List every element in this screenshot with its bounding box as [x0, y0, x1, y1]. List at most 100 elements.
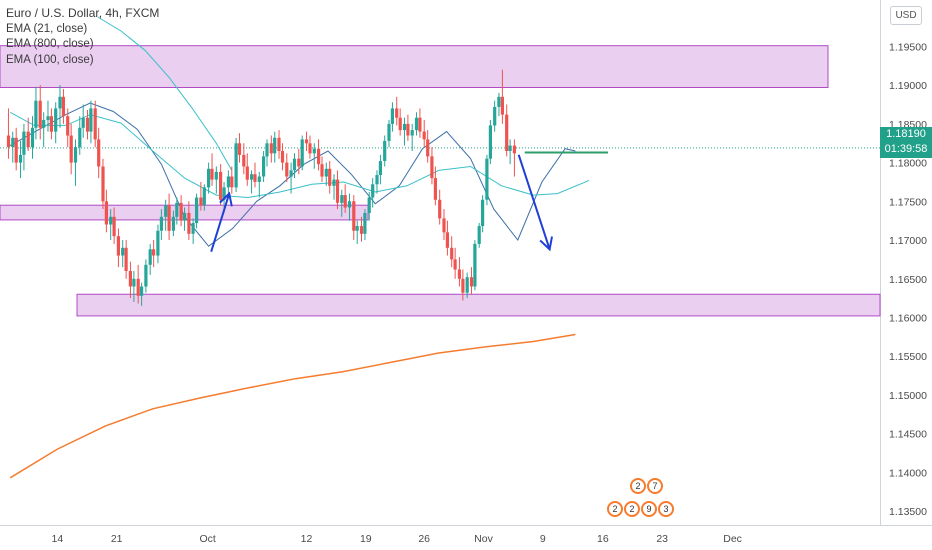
- candle-body[interactable]: [398, 117, 402, 131]
- candle-body[interactable]: [430, 156, 434, 179]
- candle-body[interactable]: [508, 145, 512, 151]
- candle-body[interactable]: [457, 269, 461, 279]
- candle-body[interactable]: [422, 131, 426, 140]
- candle-body[interactable]: [73, 147, 78, 163]
- candle-body[interactable]: [148, 249, 152, 265]
- candle-body[interactable]: [477, 226, 481, 244]
- candle-body[interactable]: [171, 216, 175, 231]
- candle-body[interactable]: [375, 175, 379, 185]
- candle-body[interactable]: [202, 187, 206, 206]
- candle-body[interactable]: [418, 117, 422, 132]
- candle-body[interactable]: [340, 195, 344, 203]
- support-zone[interactable]: [76, 293, 881, 317]
- resistance-zone[interactable]: [0, 45, 829, 88]
- candle-body[interactable]: [297, 158, 301, 167]
- event-badge[interactable]: 7: [647, 478, 663, 494]
- candle-body[interactable]: [304, 139, 309, 144]
- candle-body[interactable]: [156, 230, 160, 256]
- candle-body[interactable]: [121, 247, 125, 256]
- indicator-ema21[interactable]: EMA (21, close): [6, 22, 88, 35]
- ema-line-0[interactable]: [9, 102, 576, 247]
- candle-body[interactable]: [30, 127, 35, 148]
- candle-body[interactable]: [312, 148, 316, 154]
- candle-body[interactable]: [367, 197, 371, 214]
- candle-body[interactable]: [285, 162, 289, 177]
- candle-body[interactable]: [473, 243, 477, 287]
- candle-body[interactable]: [453, 259, 457, 270]
- candle-body[interactable]: [320, 164, 324, 177]
- candle-body[interactable]: [18, 154, 23, 163]
- candle-body[interactable]: [497, 96, 501, 107]
- candle-body[interactable]: [269, 143, 273, 154]
- indicator-ema800[interactable]: EMA (800, close): [6, 38, 94, 50]
- candle-body[interactable]: [359, 226, 364, 234]
- candle-body[interactable]: [438, 199, 442, 219]
- candle-body[interactable]: [245, 166, 249, 180]
- candle-body[interactable]: [54, 108, 58, 132]
- candle-body[interactable]: [355, 226, 359, 231]
- candle-body[interactable]: [42, 120, 46, 128]
- candle-body[interactable]: [234, 143, 238, 188]
- candle-body[interactable]: [89, 108, 93, 132]
- candle-body[interactable]: [191, 223, 195, 234]
- candle-body[interactable]: [363, 212, 367, 234]
- candle-body[interactable]: [164, 205, 168, 217]
- ema-line-3[interactable]: [9, 333, 576, 479]
- event-badge[interactable]: 2: [607, 501, 623, 517]
- candle-body[interactable]: [187, 212, 191, 234]
- candle-body[interactable]: [152, 249, 156, 256]
- candle-body[interactable]: [390, 108, 394, 124]
- candle-body[interactable]: [250, 174, 254, 180]
- candle-body[interactable]: [183, 212, 187, 221]
- candle-body[interactable]: [445, 232, 449, 248]
- candle-body[interactable]: [199, 197, 203, 206]
- candle-body[interactable]: [414, 117, 419, 131]
- candle-body[interactable]: [257, 176, 261, 182]
- candle-body[interactable]: [277, 137, 281, 151]
- candle-body[interactable]: [159, 216, 163, 231]
- candle-body[interactable]: [219, 171, 223, 200]
- candle-body[interactable]: [167, 205, 171, 231]
- candle-body[interactable]: [97, 139, 101, 167]
- candle-body[interactable]: [352, 201, 356, 231]
- candle-body[interactable]: [488, 125, 492, 159]
- candle-body[interactable]: [433, 178, 437, 200]
- candle-body[interactable]: [406, 123, 410, 136]
- candle-body[interactable]: [11, 137, 15, 148]
- candle-body[interactable]: [442, 218, 446, 233]
- candle-body[interactable]: [136, 278, 140, 296]
- candle-body[interactable]: [112, 216, 116, 237]
- candle-body[interactable]: [93, 108, 97, 140]
- candle-body[interactable]: [101, 166, 105, 202]
- ema-line-2[interactable]: [97, 16, 233, 171]
- candle-body[interactable]: [237, 143, 242, 155]
- candle-body[interactable]: [210, 168, 214, 180]
- candle-body[interactable]: [85, 117, 90, 132]
- candle-body[interactable]: [78, 127, 82, 148]
- candle-body[interactable]: [273, 137, 277, 154]
- candle-body[interactable]: [14, 137, 18, 163]
- candle-body[interactable]: [289, 170, 293, 177]
- event-badge[interactable]: 9: [641, 501, 657, 517]
- candle-body[interactable]: [410, 130, 414, 136]
- candle-body[interactable]: [144, 264, 148, 287]
- candle-body[interactable]: [140, 286, 144, 296]
- candle-body[interactable]: [335, 179, 340, 203]
- candle-body[interactable]: [308, 143, 312, 154]
- candle-body[interactable]: [104, 201, 108, 225]
- candle-body[interactable]: [328, 168, 332, 186]
- candle-body[interactable]: [332, 179, 336, 186]
- candle-body[interactable]: [132, 278, 136, 287]
- candle-body[interactable]: [347, 201, 352, 208]
- candle-body[interactable]: [387, 123, 391, 141]
- candle-body[interactable]: [38, 100, 42, 128]
- candle-body[interactable]: [378, 161, 382, 175]
- candle-body[interactable]: [109, 216, 113, 225]
- candle-body[interactable]: [395, 108, 399, 118]
- candle-body[interactable]: [230, 176, 234, 188]
- candle-body[interactable]: [481, 199, 485, 227]
- candle-body[interactable]: [49, 116, 53, 132]
- candle-body[interactable]: [383, 140, 387, 161]
- candle-body[interactable]: [22, 131, 26, 155]
- candle-body[interactable]: [26, 131, 30, 148]
